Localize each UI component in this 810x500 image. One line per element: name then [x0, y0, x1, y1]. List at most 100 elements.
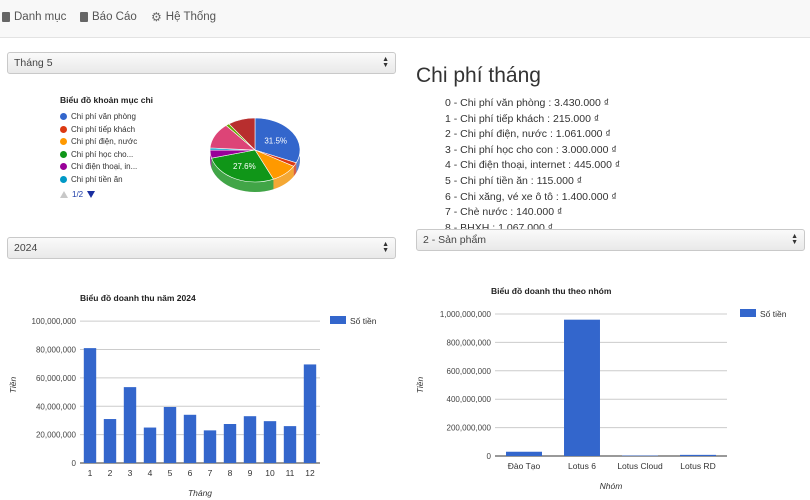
bar — [123, 387, 137, 463]
x-tick-label: 10 — [265, 468, 275, 478]
pie-chart: 31.5% 27.6% — [209, 117, 301, 192]
group-revenue-chart: Biểu đồ doanh thu theo nhóm 0 200,000,000 4… — [415, 286, 787, 491]
pie-legend-item: Chi phí tiếp khách — [60, 125, 135, 134]
year-select-value: 2024 — [14, 242, 38, 254]
bar — [680, 454, 716, 456]
bar — [564, 319, 600, 456]
y-tick-label: 20,000,000 — [36, 431, 77, 440]
x-tick-label: Lotus 6 — [568, 461, 596, 471]
expense-item: 2 - Chi phí điện, nước : 1.061.000 ₫ — [445, 128, 611, 141]
x-axis-label: Tháng — [188, 488, 212, 498]
pie-slice-label: 27.6% — [233, 162, 256, 171]
y-tick-label: 80,000,000 — [36, 346, 77, 355]
legend-label: Chi phí văn phòng — [71, 112, 136, 121]
legend-color-swatch — [60, 175, 67, 183]
pie-chart-title: Biểu đồ khoản mục chi — [60, 95, 154, 105]
bar — [303, 364, 317, 463]
pie-slice-label: 31.5% — [264, 136, 287, 145]
expense-item: 6 - Chi xăng, vé xe ô tô : 1.400.000 ₫ — [445, 190, 617, 203]
legend-color-swatch — [60, 163, 67, 170]
pie-slice-side — [293, 162, 297, 177]
bar — [203, 430, 217, 463]
y-tick-label: 200,000,000 — [447, 424, 492, 433]
legend-color-swatch — [60, 125, 67, 133]
pie-legend-item: Chi phí điện, nước — [60, 137, 137, 146]
x-tick-label: 9 — [248, 468, 253, 478]
nav-item-danh-muc[interactable]: Danh mục — [2, 11, 66, 23]
pager-prev-icon[interactable] — [60, 191, 68, 198]
bar — [223, 424, 237, 463]
bar — [283, 426, 297, 463]
pie-legend-pager: 1/2 — [60, 190, 96, 199]
y-tick-label: 60,000,000 — [36, 374, 77, 383]
pager-next-icon[interactable] — [87, 191, 96, 198]
select-arrows-icon: ▲ ▼ — [791, 233, 798, 246]
legend-swatch — [330, 316, 346, 324]
chart-title: Biểu đồ doanh thu năm 2024 — [80, 293, 196, 303]
expense-list: 0 - Chi phí văn phòng : 3.430.000 ₫ 1 - C… — [445, 96, 620, 236]
expense-item: 7 - Chè nước : 140.000 ₫ — [445, 206, 563, 219]
book-icon — [80, 12, 88, 22]
nav-label: Danh mục — [14, 11, 67, 23]
pie-legend-item: Chi phí văn phòng — [60, 112, 136, 121]
legend-label: Chi phí tiếp khách — [71, 124, 136, 134]
bar — [143, 427, 157, 463]
pie-slice — [228, 117, 256, 151]
top-navbar: Danh mục Báo Cáo ⚙ Hệ Thống — [0, 0, 810, 38]
y-tick-label: 0 — [72, 459, 77, 468]
pie-slice — [211, 149, 274, 183]
nav-item-bao-cao[interactable]: Báo Cáo — [80, 11, 137, 23]
x-tick-label: 3 — [128, 468, 133, 478]
x-tick-label: 11 — [286, 468, 295, 478]
y-tick-label: 40,000,000 — [36, 402, 77, 411]
x-tick-label: 7 — [208, 468, 213, 478]
group-select-value: 2 - Sản phẩm — [423, 234, 487, 246]
legend-color-swatch — [60, 150, 67, 158]
legend-swatch — [740, 309, 756, 317]
x-tick-label: 12 — [305, 468, 315, 478]
expense-item: 5 - Chi phí tiền ăn : 115.000 ₫ — [445, 174, 583, 187]
bar — [183, 414, 197, 463]
x-axis-label: Nhóm — [600, 481, 623, 491]
y-tick-label: 600,000,000 — [447, 367, 492, 376]
nav-label: Báo Cáo — [92, 11, 137, 23]
x-tick-label: Đào Tạo — [508, 461, 541, 471]
pie-legend-item: Chi điện thoại, in... — [60, 162, 137, 171]
bar — [243, 416, 257, 463]
year-select[interactable]: 2024 ▲ ▼ — [7, 237, 396, 259]
book-icon — [2, 12, 10, 22]
month-select-value: Tháng 5 — [14, 57, 53, 69]
x-tick-label: 4 — [148, 468, 153, 478]
y-tick-label: 800,000,000 — [447, 338, 492, 347]
x-tick-label: 2 — [108, 468, 113, 478]
y-tick-label: 400,000,000 — [447, 395, 492, 404]
pie-slice-side — [211, 158, 274, 192]
expense-title: Chi phí tháng — [416, 64, 541, 87]
legend-label: Chi điện thoại, in... — [71, 162, 138, 171]
yearly-revenue-chart: Biểu đồ doanh thu năm 2024 0 20,000,000 40,… — [8, 293, 377, 498]
bar — [83, 348, 97, 463]
expense-item: 0 - Chi phí văn phòng : 3.430.000 ₫ — [445, 97, 610, 109]
expense-item: 4 - Chi điện thoại, internet : 445.000 ₫ — [445, 159, 621, 172]
x-tick-label: 6 — [188, 468, 193, 478]
nav-label: Hệ Thống — [165, 11, 217, 23]
month-select[interactable]: Tháng 5 ▲ ▼ — [7, 52, 396, 74]
nav-item-he-thong[interactable]: ⚙ Hệ Thống — [151, 11, 216, 23]
chart-title: Biểu đồ doanh thu theo nhóm — [491, 286, 612, 296]
x-tick-label: 8 — [228, 468, 233, 478]
y-axis-label: Tiền — [415, 377, 425, 394]
x-tick-label: 1 — [88, 468, 93, 478]
pie-legend-item: Chi phí tiền ăn — [60, 175, 123, 184]
select-arrows-icon: ▲ ▼ — [382, 56, 389, 69]
y-tick-label: 1,000,000,000 — [440, 310, 492, 319]
y-tick-label: 100,000,000 — [32, 317, 77, 326]
bar — [163, 406, 177, 463]
bar — [263, 421, 277, 463]
x-tick-label: 5 — [168, 468, 173, 478]
pie-slice — [254, 117, 301, 164]
x-tick-label: Lotus Cloud — [617, 461, 663, 471]
legend-label: Số tiền — [760, 309, 787, 319]
expense-item: 1 - Chi phí tiếp khách : 215.000 ₫ — [445, 112, 600, 125]
group-select[interactable]: 2 - Sản phẩm ▲ ▼ — [416, 229, 805, 251]
legend-label: Chi phí học cho... — [71, 149, 134, 159]
